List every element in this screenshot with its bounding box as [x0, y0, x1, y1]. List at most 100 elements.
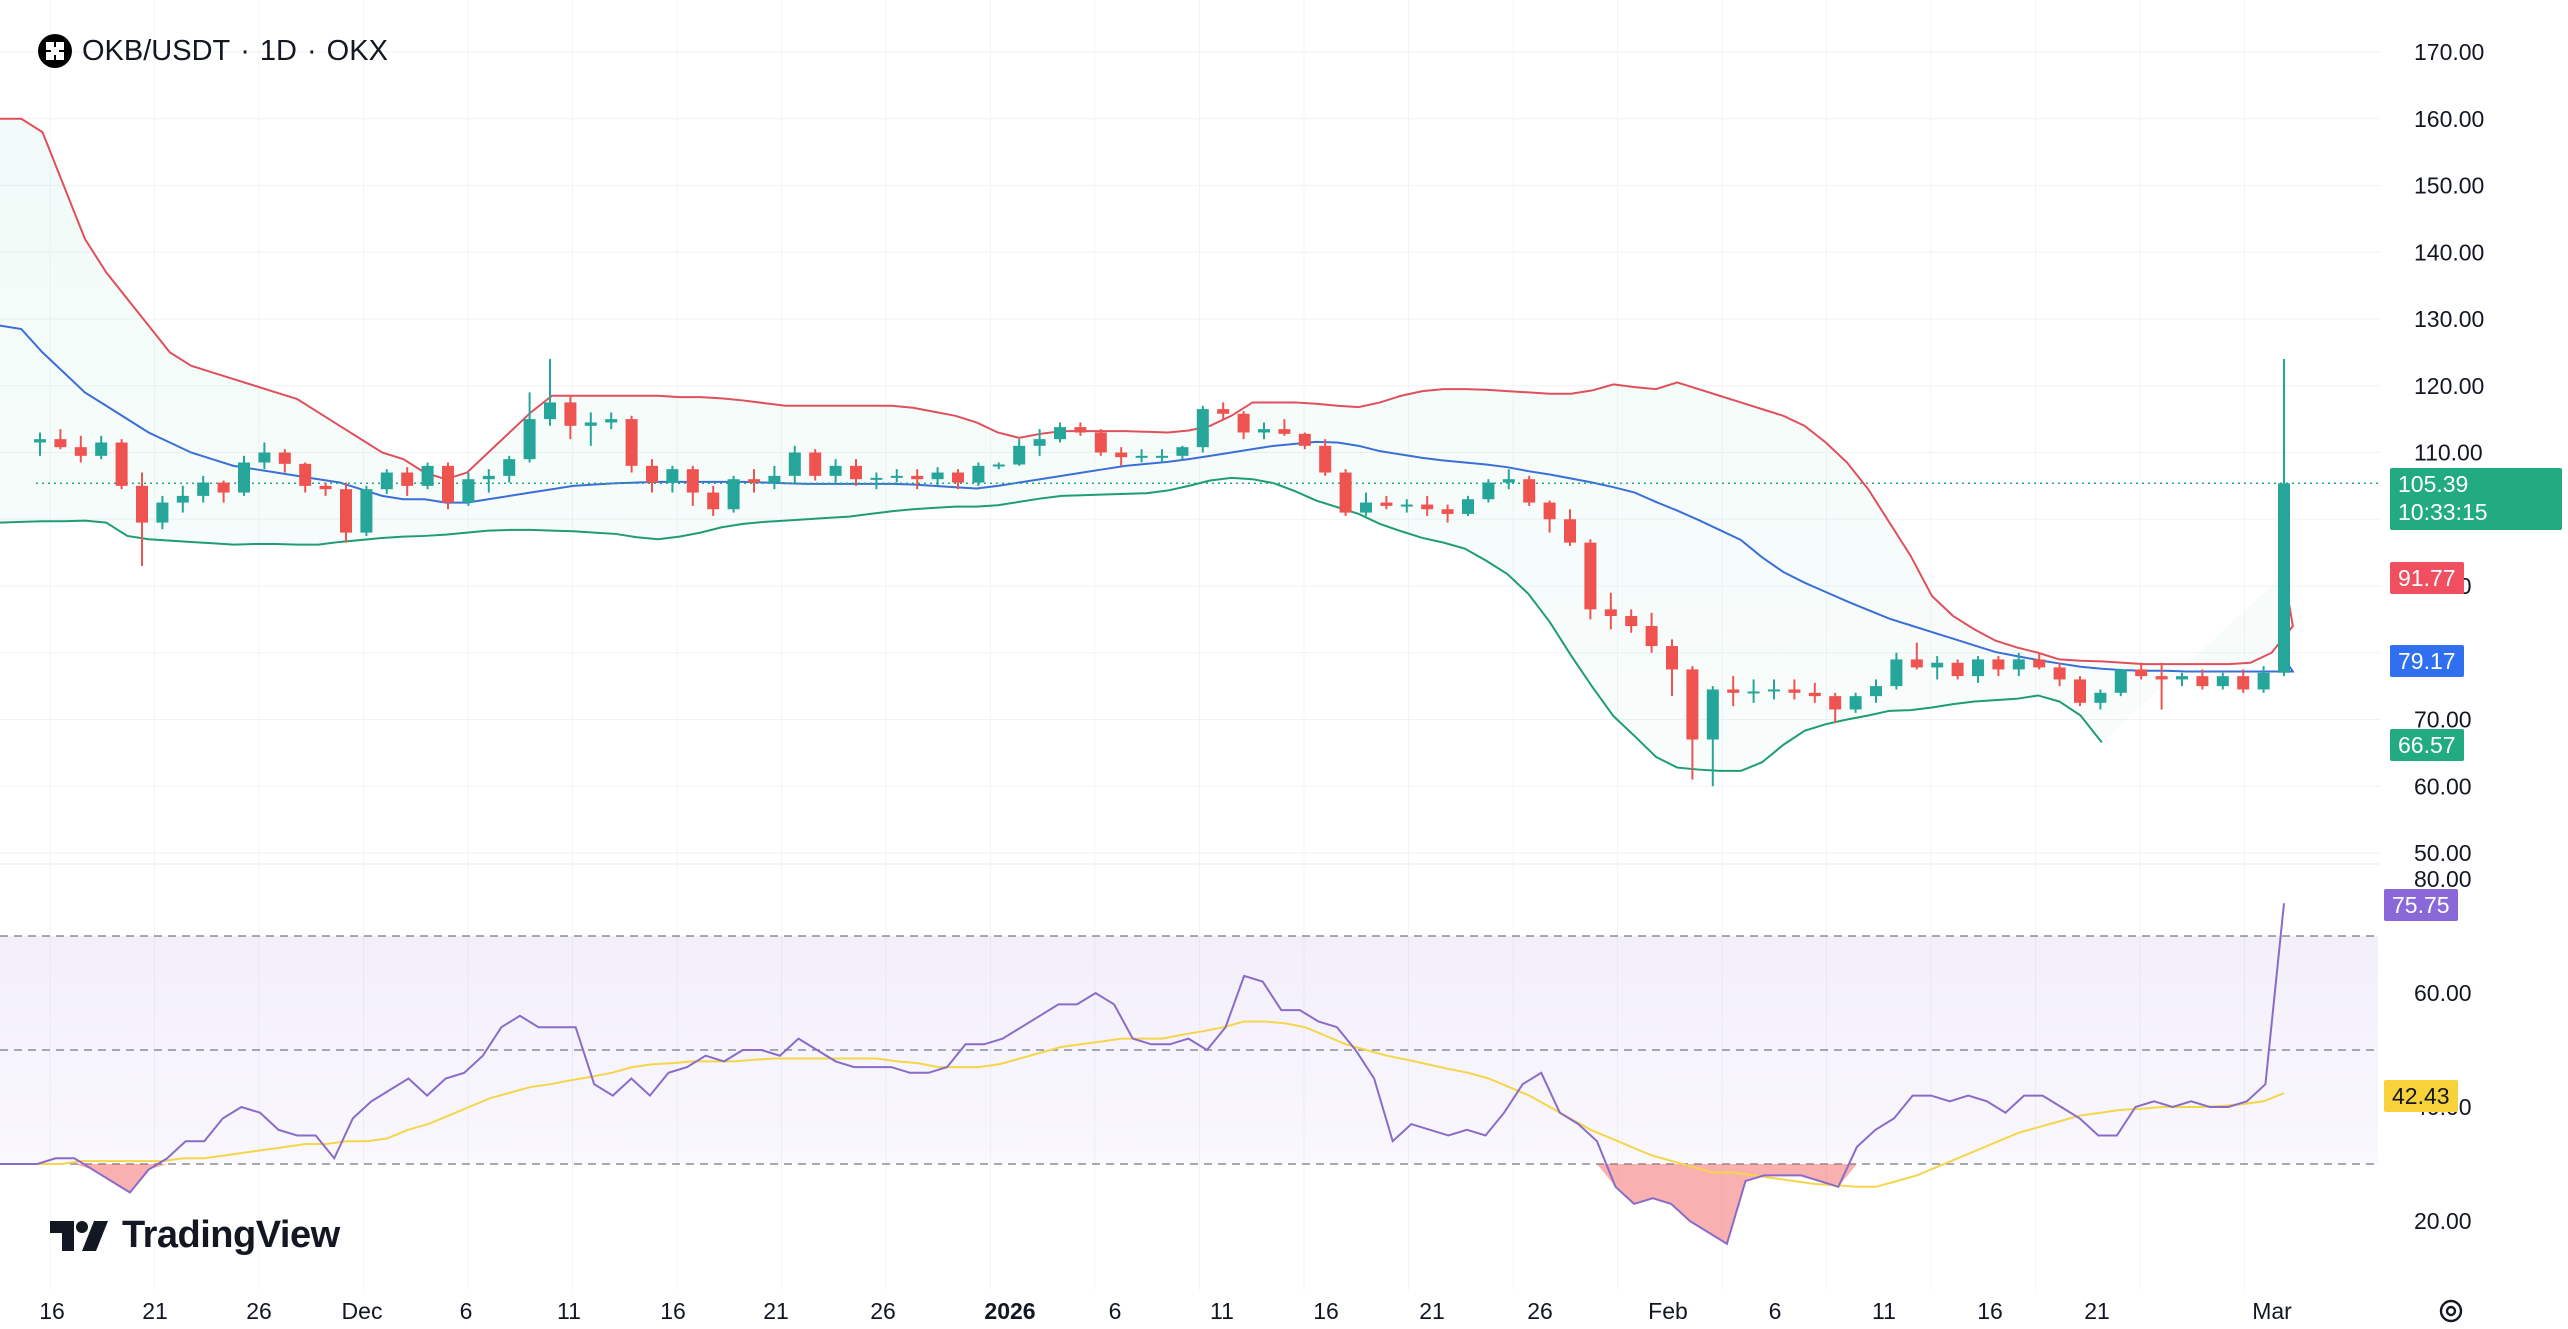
time-axis-label: 26 — [870, 1298, 896, 1324]
candle-body — [299, 463, 312, 486]
candle-body — [1931, 662, 1944, 668]
tradingview-wordmark: TradingView — [122, 1214, 340, 1256]
candle-body — [2074, 679, 2086, 703]
candle-body — [176, 495, 189, 503]
candle-body — [442, 465, 454, 503]
candle-body — [401, 472, 414, 486]
candle-body — [1686, 669, 1699, 740]
candle-body — [136, 485, 148, 523]
rsi-value-tag: 75.75 — [2384, 889, 2458, 921]
candle-body — [1890, 659, 1903, 687]
exchange-name: OKX — [326, 34, 388, 67]
candle-body — [2135, 669, 2148, 677]
candle-body — [1482, 482, 1495, 500]
candle-body — [34, 439, 46, 443]
candle-body — [1135, 455, 1148, 458]
time-axis-label: 26 — [246, 1298, 272, 1324]
candle-body — [1115, 452, 1128, 458]
candle-body — [1013, 445, 1026, 465]
bollinger-lower-line — [0, 476, 2103, 772]
candle-body — [2196, 676, 2209, 687]
candle-body — [74, 447, 87, 456]
settings-gear-icon[interactable] — [2436, 1296, 2466, 1326]
candle-body — [2094, 692, 2107, 703]
candle-body — [462, 479, 475, 503]
candle-body — [2176, 676, 2188, 680]
candle-body — [54, 439, 67, 448]
candle-body — [1788, 689, 1801, 693]
candle-body — [544, 402, 556, 420]
candle-body — [1380, 502, 1393, 506]
candle-body — [95, 442, 108, 456]
candle-body — [2257, 672, 2270, 690]
candle-body — [788, 452, 801, 476]
candle-body — [952, 472, 964, 483]
lower-band-tag: 66.57 — [2390, 729, 2464, 761]
candle-body — [625, 419, 638, 466]
candle-body — [1829, 696, 1842, 710]
time-axis-label: 16 — [660, 1298, 686, 1324]
candle-body — [911, 475, 924, 480]
candle-body — [1033, 439, 1046, 446]
candle-body — [1584, 542, 1597, 610]
candle-body — [1706, 689, 1719, 740]
candle-body — [727, 479, 740, 510]
candle-body — [748, 479, 760, 483]
price-axis-label: 130.00 — [2414, 306, 2484, 332]
candle-body — [605, 419, 618, 423]
price-axis-label: 70.00 — [2414, 707, 2472, 733]
candle-body — [380, 472, 393, 490]
price-axis-label: 60.00 — [2414, 773, 2472, 799]
candle-body — [1849, 696, 1862, 710]
time-axis-label: 16 — [1977, 1298, 2003, 1324]
candle-body — [503, 459, 516, 476]
price-axis-label: 150.00 — [2414, 173, 2484, 199]
tradingview-logo[interactable]: TradingView — [50, 1214, 340, 1257]
candle-body — [340, 489, 352, 533]
candle-body — [850, 465, 862, 480]
candle-body — [197, 482, 210, 496]
candle-body — [2216, 676, 2229, 687]
candle-body — [1604, 609, 1617, 617]
candle-body — [972, 465, 985, 483]
time-axis-label: 11 — [1872, 1298, 1896, 1324]
candle-body — [115, 442, 128, 486]
header-separator: · — [307, 34, 317, 67]
candle-body — [1094, 432, 1107, 453]
time-axis-label: 16 — [39, 1298, 65, 1324]
candle-body — [1502, 479, 1515, 483]
time-axis-label: 2026 — [984, 1298, 1035, 1324]
candle-body — [1237, 413, 1250, 433]
candle-body — [2237, 676, 2250, 690]
candle-body — [1523, 479, 1536, 503]
symbol-name: OKB/USDT — [82, 34, 231, 67]
candle-body — [1441, 509, 1454, 514]
bar-countdown: 10:33:15 — [2398, 499, 2488, 525]
time-axis-label: 21 — [142, 1298, 168, 1324]
candle-body — [1258, 429, 1270, 433]
time-axis-label: 6 — [1769, 1298, 1782, 1324]
rsi-axis-label: 20.00 — [2414, 1208, 2472, 1234]
bollinger-fill — [0, 118, 2293, 771]
candle-body — [217, 482, 230, 493]
basis-tag: 79.17 — [2390, 645, 2464, 677]
candle-body — [870, 477, 883, 480]
candle-body — [1319, 445, 1332, 473]
candle-body — [1625, 616, 1638, 627]
candle-body — [1074, 427, 1087, 433]
candle-body — [931, 472, 944, 480]
candle-body — [2053, 667, 2066, 680]
time-axis-label: 21 — [763, 1298, 789, 1324]
bollinger-basis-line — [0, 324, 2295, 673]
header-separator: · — [240, 34, 250, 67]
price-axis-label: 50.00 — [2414, 840, 2472, 866]
symbol-header[interactable]: OKB/USDT · 1D · OKX — [38, 34, 388, 68]
candle-body — [2033, 659, 2046, 668]
candle-body — [1054, 427, 1066, 440]
rsi-ma-tag: 42.43 — [2384, 1080, 2458, 1112]
candle-body — [1543, 502, 1556, 520]
tradingview-icon — [50, 1220, 108, 1251]
last-price-tag: 105.39 10:33:15 — [2390, 468, 2562, 530]
candle-body — [1910, 659, 1923, 668]
